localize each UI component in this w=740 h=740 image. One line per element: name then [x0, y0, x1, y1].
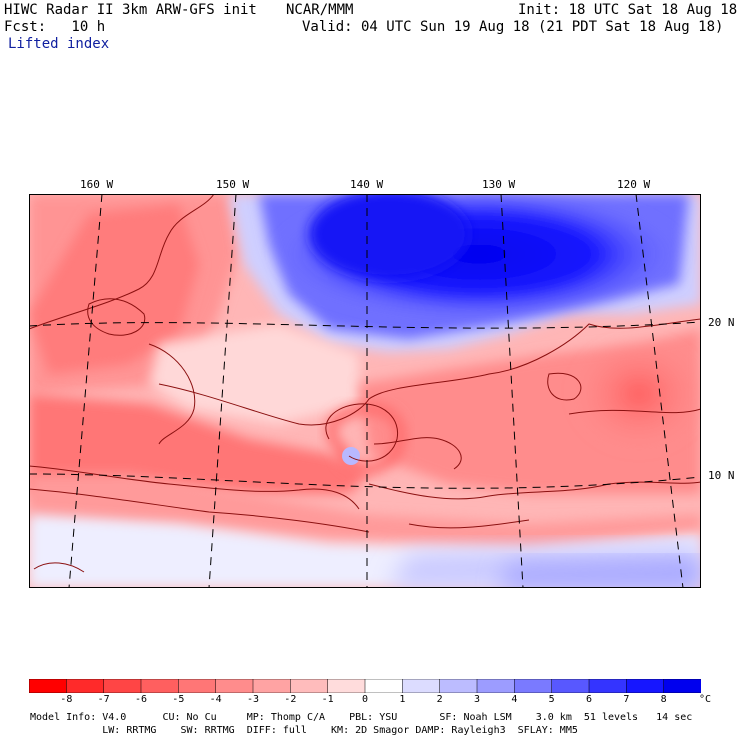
colorbar-tick-label: 4: [511, 694, 518, 705]
colorbar-swatch: [66, 679, 105, 693]
colorbar-swatch: [140, 679, 180, 693]
colorbar: [29, 679, 701, 693]
valid-time: Valid: 04 UTC Sun 19 Aug 18 (21 PDT Sat …: [302, 19, 724, 35]
storm-eye: [342, 447, 360, 465]
colorbar-swatch: [103, 679, 142, 693]
colorbar-tick-label: -1: [321, 694, 334, 705]
contours: [29, 194, 701, 573]
map-frame: [29, 194, 701, 588]
graticule: [29, 194, 701, 588]
lon-label-160w: 160 W: [80, 178, 114, 191]
storm-swirl: [326, 403, 406, 475]
colorbar-tick-label: 8: [660, 694, 667, 705]
model-info-line1: Model Info: V4.0 CU: No Cu MP: Thomp C/A…: [30, 712, 693, 723]
colorbar-tick-label: -2: [284, 694, 297, 705]
colorbar-swatch: [327, 679, 366, 693]
colorbar-swatch: [551, 679, 590, 693]
colorbar-swatch: [29, 679, 68, 693]
lat-label-20n: 20 N: [708, 316, 735, 329]
colorbar-tick-label: -4: [209, 694, 222, 705]
field-name: Lifted index: [8, 36, 110, 52]
model-info-line2: LW: RRTMG SW: RRTMG DIFF: full KM: 2D Sm…: [30, 725, 578, 736]
colorbar-tick-label: 7: [623, 694, 630, 705]
colorbar-tick-label: -3: [246, 694, 260, 705]
lon-label-120w: 120 W: [617, 178, 651, 191]
region-south-band: [29, 394, 369, 494]
colorbar-tick-label: -8: [60, 694, 73, 705]
colorbar-tick-label: 2: [436, 694, 443, 705]
lon-label-150w: 150 W: [216, 178, 250, 191]
init-time: Init: 18 UTC Sat 18 Aug 18: [518, 2, 738, 18]
colorbar-swatch: [476, 679, 516, 693]
colorbar-tick-label: 6: [585, 694, 593, 705]
colorbar-tick-label: 0: [361, 694, 369, 705]
colorbar-tick-label: -5: [172, 694, 185, 705]
colorbar-swatch: [514, 679, 553, 693]
colorbar-swatch: [290, 679, 329, 693]
map-title: HIWC Radar II 3km ARW-GFS init: [4, 2, 257, 18]
colorbar-tick-label: 1: [399, 694, 406, 705]
colorbar-swatch: [402, 679, 441, 693]
colorbar-tick-label: 3: [473, 694, 481, 705]
colorbar-swatch: [439, 679, 478, 693]
lat-label-10n: 10 N: [708, 469, 735, 482]
lifted-index-map: [29, 194, 701, 588]
colorbar-tick-label: 5: [548, 694, 555, 705]
colorbar-unit: °C: [699, 694, 712, 705]
colorbar-swatch: [364, 679, 404, 693]
colorbar-swatch: [626, 679, 665, 693]
lon-label-130w: 130 W: [482, 178, 516, 191]
colorbar-swatch: [252, 679, 292, 693]
colorbar-tick-label: -6: [134, 694, 148, 705]
lon-label-140w: 140 W: [350, 178, 384, 191]
colorbar-swatch: [588, 679, 628, 693]
forecast-hour: Fcst: 10 h: [4, 19, 106, 35]
colorbar-swatch: [663, 679, 701, 693]
region-central-pale: [149, 324, 359, 424]
colorbar-tick-label: -7: [97, 694, 110, 705]
colorbar-swatch: [215, 679, 254, 693]
org-label: NCAR/MMM: [286, 2, 354, 18]
colorbar-swatch: [178, 679, 217, 693]
